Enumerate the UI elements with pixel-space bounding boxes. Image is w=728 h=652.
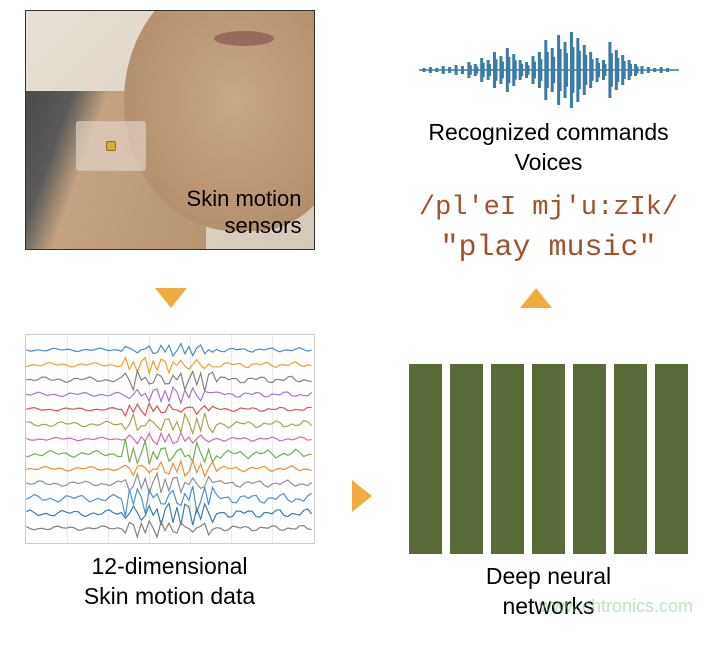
nn-bars	[409, 364, 688, 554]
photo-label-line1: Skin motion	[187, 186, 302, 211]
phonetic-transcription: /pl'eI mj'u:zIk/	[419, 193, 678, 223]
flow-arrow-down-1	[155, 288, 187, 308]
nn-bar	[409, 364, 442, 554]
photo-sensor-on-neck: Skin motion sensors	[25, 10, 315, 250]
panel-recognized-voice: Recognized commands Voices /pl'eI mj'u:z…	[399, 10, 698, 274]
nn-bar	[614, 364, 647, 554]
audio-waveform-icon	[419, 30, 679, 110]
photo-label: Skin motion sensors	[187, 186, 302, 239]
signals-label-line1: 12-dimensional	[92, 553, 248, 579]
nn-label: Deep neural networks	[486, 562, 611, 622]
nn-bar	[532, 364, 565, 554]
voice-label-line2: Voices	[515, 149, 583, 175]
voice-label-line1: Recognized commands	[428, 119, 668, 145]
nn-label-line1: Deep neural	[486, 563, 611, 589]
panel-neural-networks: Deep neural networks	[399, 334, 698, 622]
photo-label-line2: sensors	[224, 213, 301, 238]
nn-bar	[450, 364, 483, 554]
flow-arrow-up	[520, 288, 552, 308]
signals-plot	[26, 335, 314, 543]
signals-label-line2: Skin motion data	[84, 583, 255, 609]
nn-label-line2: networks	[502, 593, 594, 619]
voice-label: Recognized commands Voices	[428, 118, 668, 178]
panel-signal-data: 12-dimensional Skin motion data	[20, 334, 319, 622]
nn-bar	[573, 364, 606, 554]
nn-bar	[655, 364, 688, 554]
signals-label: 12-dimensional Skin motion data	[84, 552, 255, 612]
nn-bar	[491, 364, 524, 554]
command-text: "play music"	[440, 231, 656, 265]
flow-arrow-right	[352, 480, 372, 512]
panel-skin-sensors: Skin motion sensors	[20, 10, 319, 274]
